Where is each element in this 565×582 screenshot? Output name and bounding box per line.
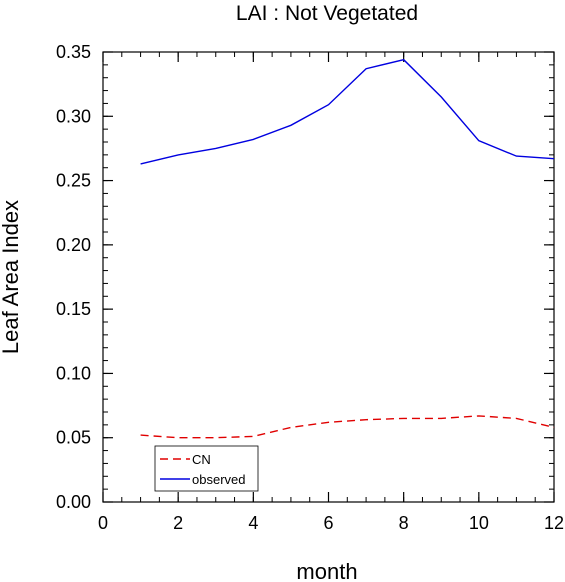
legend: CN observed — [154, 445, 259, 492]
y-axis-title: Leaf Area Index — [0, 200, 23, 354]
y-tick-label: 0.20 — [56, 235, 91, 255]
plot-frame — [102, 51, 555, 503]
series-line-CN — [140, 415, 555, 439]
x-tick-label: 10 — [469, 513, 489, 533]
legend-box — [154, 445, 259, 492]
y-tick-label: 0.25 — [56, 171, 91, 191]
y-tick-label: 0.30 — [56, 106, 91, 126]
minor-ticks — [102, 51, 555, 503]
series-line-observed — [140, 58, 555, 165]
x-tick-label: 4 — [248, 513, 258, 533]
x-axis: 0 2 4 6 8 10 12 — [98, 52, 564, 533]
x-tick-label: 2 — [173, 513, 183, 533]
legend-label-CN: CN — [192, 452, 211, 467]
y-axis: 0.00 0.05 0.10 0.15 0.20 0.25 0.30 0.35 — [56, 42, 554, 512]
y-tick-label: 0.35 — [56, 42, 91, 62]
plot-area — [102, 51, 555, 503]
chart-title: LAI : Not Vegetated — [236, 2, 418, 25]
x-tick-label: 0 — [98, 513, 108, 533]
x-tick-label: 12 — [544, 513, 564, 533]
y-tick-label: 0.15 — [56, 299, 91, 319]
x-tick-label: 8 — [399, 513, 409, 533]
x-tick-label: 6 — [323, 513, 333, 533]
legend-label-observed: observed — [192, 472, 245, 487]
series-layer — [140, 58, 555, 439]
x-axis-title: month — [296, 559, 357, 582]
y-tick-label: 0.05 — [56, 428, 91, 448]
y-tick-label: 0.00 — [56, 492, 91, 512]
y-tick-label: 0.10 — [56, 363, 91, 383]
